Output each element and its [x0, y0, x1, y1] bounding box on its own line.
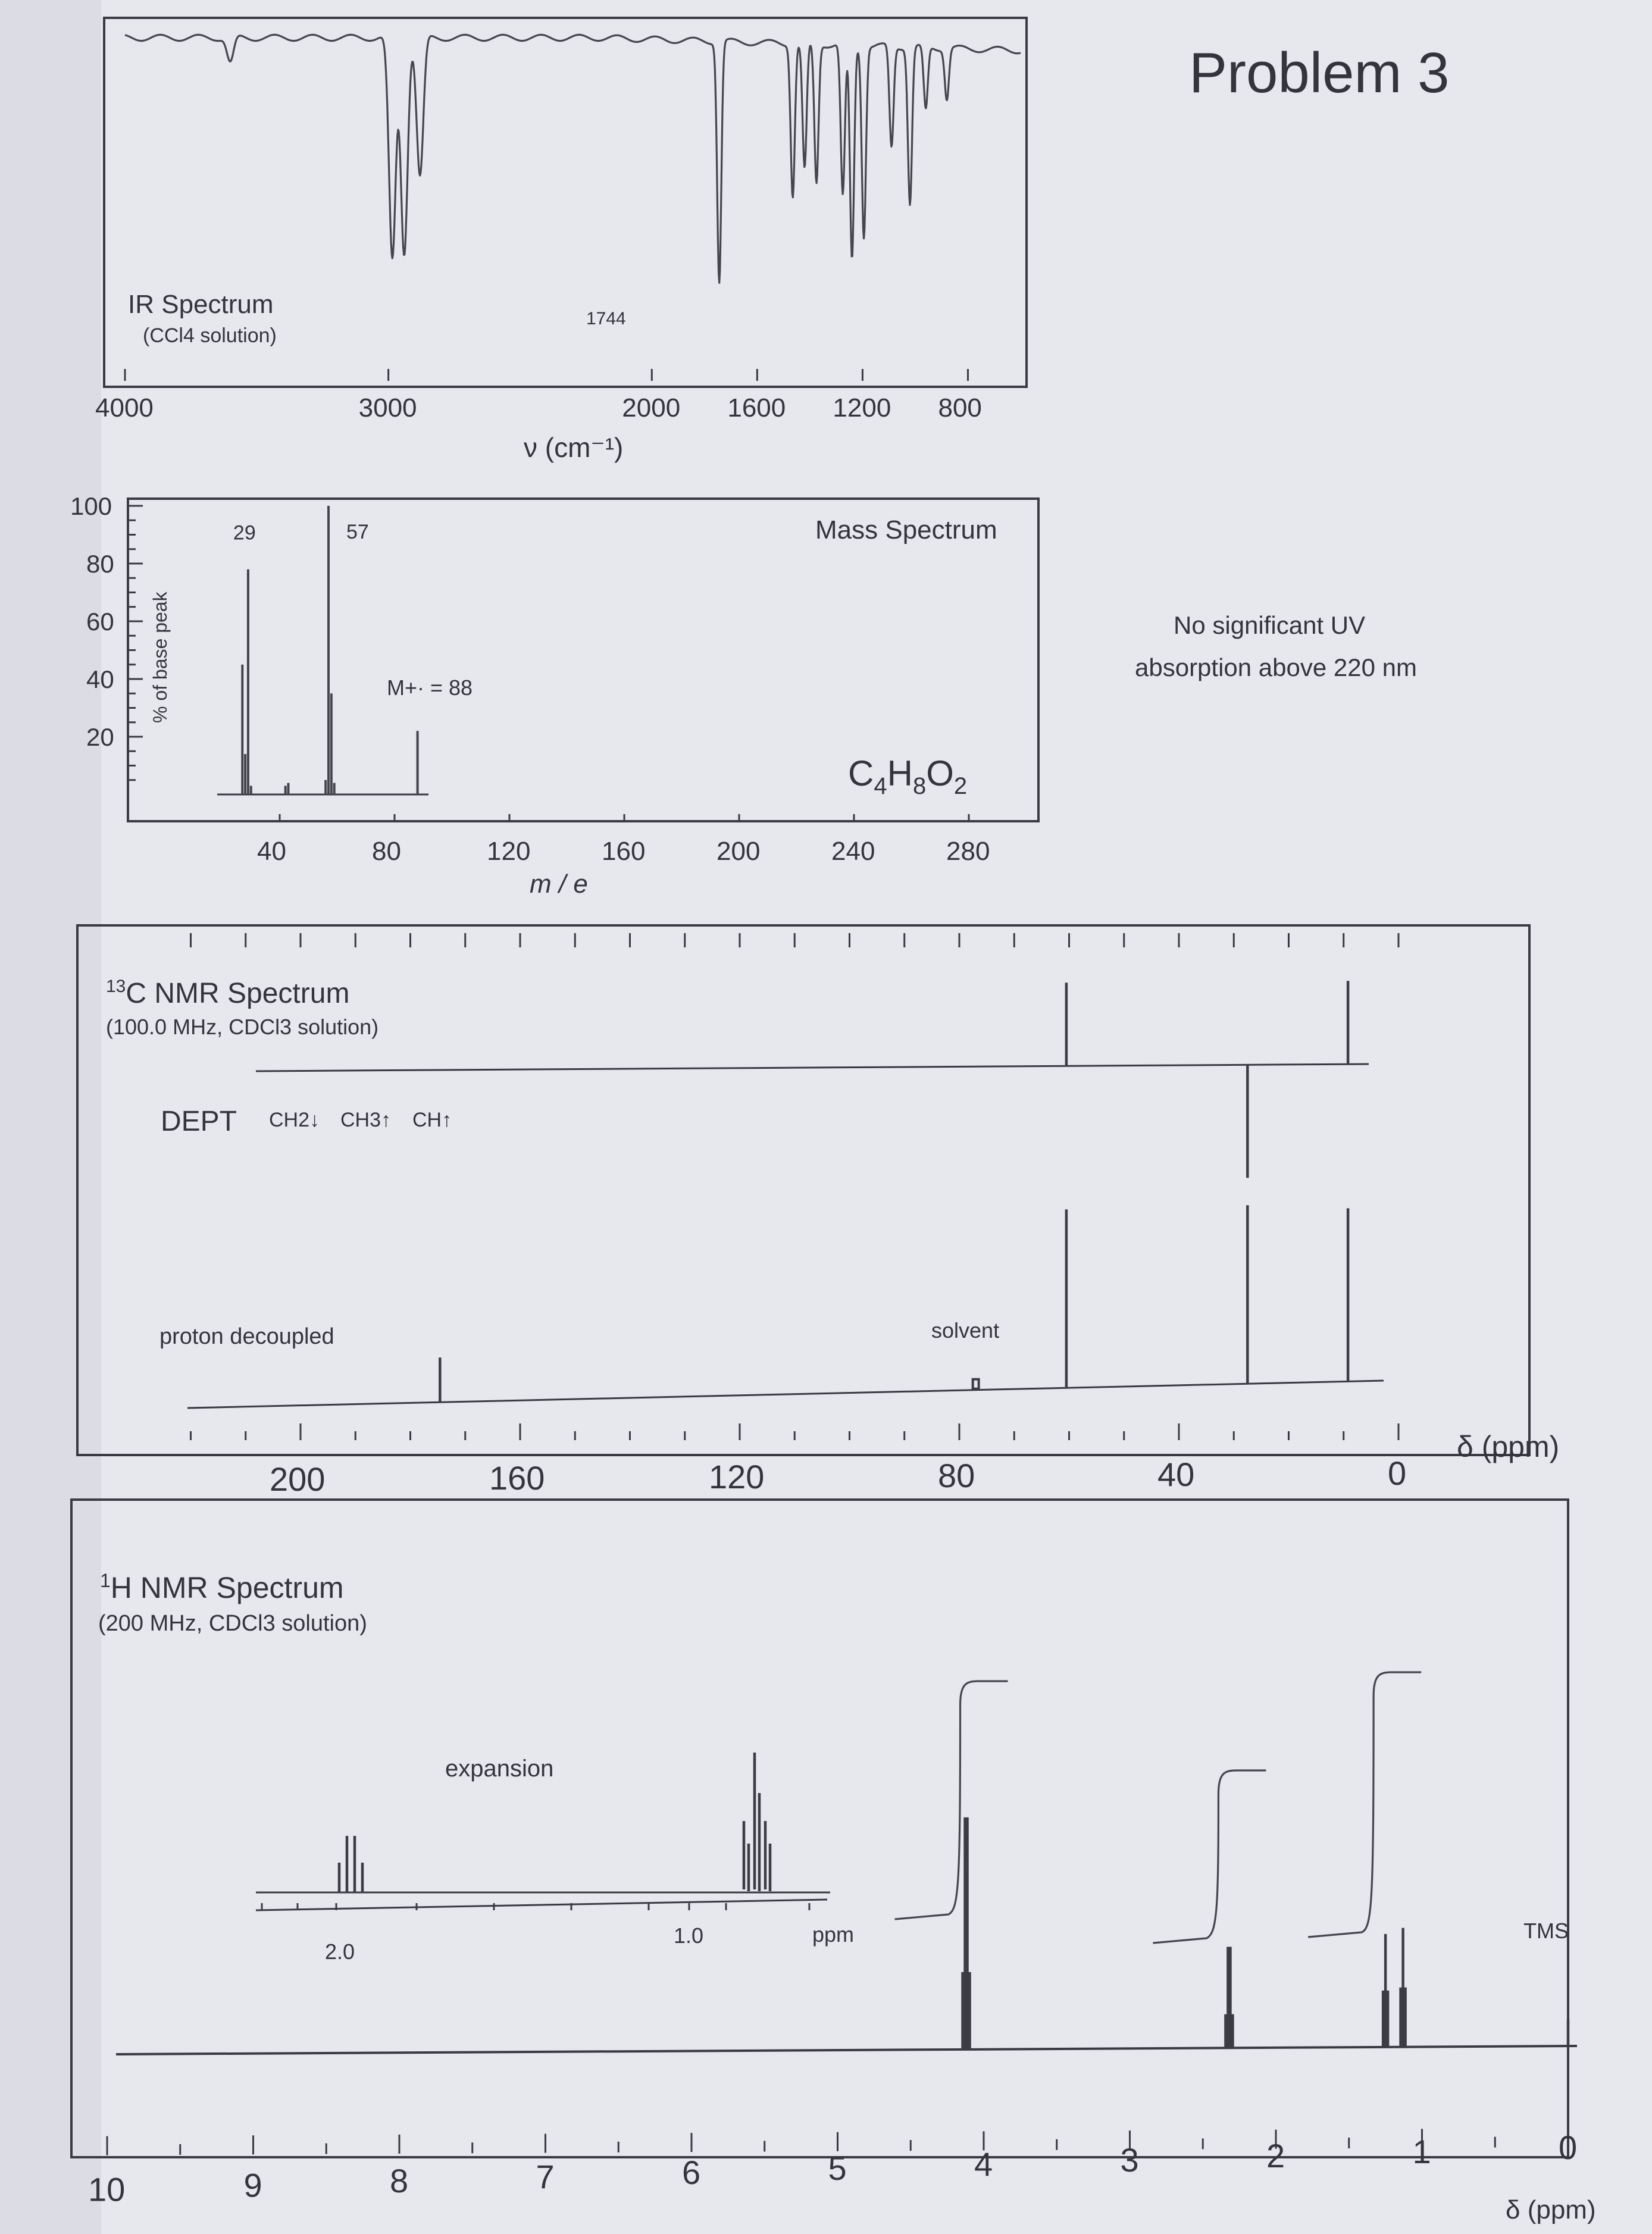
h1-x-tick-label: 2 — [1266, 2137, 1285, 2174]
ir-tick-label: 800 — [938, 393, 981, 423]
decoupled-peaks — [439, 1205, 1350, 1403]
c13-dept-key-ch2: CH2↓ — [269, 1109, 320, 1131]
ms-y-tick-label: 40 — [86, 665, 114, 693]
ms-x-tick-label: 200 — [717, 837, 760, 866]
dept-peaks — [1065, 981, 1350, 1178]
c13-x-tick-label: 40 — [1157, 1456, 1194, 1493]
ir-tick-label: 1600 — [727, 393, 786, 423]
decoupled-baseline — [187, 1379, 1384, 1409]
ir-trace — [124, 33, 1021, 284]
ms-title: Mass Spectrum — [815, 515, 997, 545]
uv-note-line-1: No significant UV — [1174, 611, 1365, 639]
c13-solvent-label: solvent — [931, 1318, 999, 1343]
h1-x-tick-label: 3 — [1121, 2141, 1139, 2179]
ms-x-tick-label: 40 — [257, 837, 286, 866]
ms-y-tick-label: 80 — [86, 550, 114, 578]
h1-x-tick-label: 6 — [682, 2154, 700, 2191]
expansion-inset — [255, 1753, 830, 1911]
c13-subtitle: (100.0 MHz, CDCl3 solution) — [106, 1015, 378, 1039]
c13-top-ticks — [190, 933, 1400, 947]
expansion-label: expansion — [445, 1756, 553, 1782]
ms-x-axis: 40 80 120 160 200 240 280 — [257, 814, 990, 866]
h1-frame — [70, 1498, 1569, 2158]
ms-y-axis: 20 40 60 80 100 — [70, 492, 428, 796]
c13-dept-label: DEPT — [161, 1106, 237, 1137]
tms-label: TMS — [1523, 1919, 1569, 1943]
expansion-tick-2: 2.0 — [325, 1939, 355, 1964]
ir-tick-label: 1200 — [833, 393, 891, 423]
c13-solvent-peak — [971, 1378, 980, 1390]
ir-frame — [103, 17, 1028, 388]
ms-xlabel: m / e — [530, 869, 588, 899]
h1-x-tick-label: 5 — [828, 2149, 847, 2187]
h1-integral-curve — [894, 1680, 1008, 1920]
ms-x-tick-label: 160 — [602, 837, 645, 866]
ms-x-tick-label: 280 — [946, 837, 990, 866]
h1-x-axis: 10 9 8 7 6 5 4 3 2 1 0 — [88, 2128, 1577, 2208]
h1-x-tick-label: 7 — [536, 2158, 555, 2195]
h1-signals — [894, 1671, 1570, 2050]
ms-peaks: 29 57 — [233, 506, 419, 794]
h1-x-tick-label: 8 — [390, 2162, 408, 2199]
ms-formula: C4H8O2 — [848, 753, 967, 799]
ms-molecular-ion-label: M+· = 88 — [387, 675, 473, 700]
uv-note-line-2: absorption above 220 nm — [1135, 653, 1417, 681]
c13-x-tick-label: 120 — [709, 1458, 764, 1495]
ir-tick-label: 3000 — [359, 393, 417, 423]
c13-title: 13C NMR Spectrum — [106, 977, 349, 1009]
c13-decoupled-label: proton decoupled — [159, 1324, 334, 1349]
ms-peak-label: 29 — [233, 522, 256, 545]
c13-dept-key-ch: CH↑ — [412, 1109, 452, 1131]
ms-ylabel: % of base peak — [149, 591, 171, 723]
ir-axis-ticks: 4000 3000 2000 1600 1200 800 — [95, 369, 982, 423]
problem-title: Problem 3 — [1189, 41, 1450, 105]
c13-frame — [76, 924, 1531, 1456]
c13-nmr-chart: 13C NMR Spectrum (100.0 MHz, CDCl3 solut… — [76, 924, 1559, 1498]
c13-dept-key-ch3: CH3↑ — [340, 1109, 391, 1131]
c13-x-tick-label: 160 — [489, 1459, 545, 1497]
ir-spectrum-chart: 4000 3000 2000 1600 1200 800 IR Spectrum (CCl… — [95, 17, 1028, 463]
ms-x-tick-label: 80 — [372, 837, 401, 866]
h1-x-tick-label: 1 — [1413, 2133, 1431, 2170]
ms-y-tick-label: 60 — [86, 608, 114, 636]
h1-x-tick-label: 0 — [1559, 2129, 1577, 2166]
h1-baseline — [115, 2045, 1578, 2055]
ms-x-tick-label: 120 — [487, 837, 530, 866]
h1-x-tick-label: 10 — [88, 2170, 125, 2208]
dept-baseline — [255, 1063, 1369, 1072]
ms-y-tick-label: 100 — [70, 492, 112, 520]
expansion-axis — [255, 1898, 828, 1911]
ir-xlabel: ν (cm⁻¹) — [524, 432, 623, 463]
h1-x-tick-label: 4 — [974, 2145, 993, 2183]
h1-title: 1H NMR Spectrum — [100, 1570, 344, 1604]
ms-x-tick-label: 240 — [831, 837, 875, 866]
h1-nmr-chart: 1H NMR Spectrum (200 MHz, CDCl3 solution… — [70, 1498, 1596, 2224]
c13-x-axis: 200 160 120 80 40 0 — [190, 1423, 1406, 1498]
ms-peak-label: 57 — [346, 521, 369, 543]
expansion-tick-ppm: ppm — [812, 1922, 854, 1947]
h1-integral-curve — [1307, 1671, 1422, 1938]
expansion-tick-1: 1.0 — [674, 1923, 703, 1948]
ms-y-tick-label: 20 — [86, 723, 114, 751]
c13-xlabel: δ (ppm) — [1457, 1430, 1559, 1463]
h1-xlabel: δ (ppm) — [1506, 2195, 1596, 2224]
c13-x-tick-label: 0 — [1388, 1454, 1406, 1492]
c13-x-tick-label: 80 — [938, 1457, 975, 1494]
ms-frame — [127, 498, 1040, 822]
ir-tick-label: 4000 — [95, 393, 154, 423]
h1-integral-curve — [1153, 1769, 1266, 1944]
h1-subtitle: (200 MHz, CDCl3 solution) — [98, 1611, 367, 1636]
mass-spectrum-chart: 20 40 60 80 100 29 57 40 80 120 160 200 240 280 Mas… — [70, 492, 1040, 899]
ir-title: IR Spectrum — [128, 290, 274, 319]
h1-x-tick-label: 9 — [244, 2166, 262, 2204]
c13-x-tick-label: 200 — [270, 1460, 325, 1498]
ir-subtitle: (CCl4 solution) — [143, 324, 277, 347]
ir-annotation-1744: 1744 — [586, 309, 626, 328]
ir-tick-label: 2000 — [622, 393, 680, 423]
